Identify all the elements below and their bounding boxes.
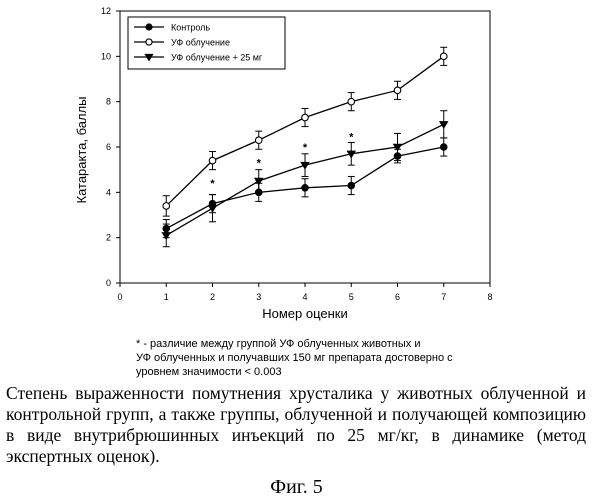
data-point-uv-25mg	[209, 205, 217, 211]
y-tick-label: 4	[106, 187, 111, 197]
legend-label-uv-25mg: УФ облучение + 25 мг	[171, 53, 263, 63]
data-point-uv	[348, 98, 355, 105]
data-point-control	[348, 182, 355, 189]
x-tick-label: 0	[117, 292, 122, 302]
x-tick-label: 3	[256, 292, 261, 302]
y-tick-label: 10	[101, 51, 111, 61]
x-tick-label: 4	[302, 292, 307, 302]
x-tick-label: 8	[487, 292, 492, 302]
data-point-uv	[440, 53, 447, 60]
significance-asterisk: *	[303, 142, 308, 154]
data-point-uv	[394, 87, 401, 94]
significance-asterisk: *	[210, 178, 215, 190]
significance-asterisk: *	[349, 132, 354, 144]
significance-asterisk: *	[257, 158, 262, 170]
plot-area: 012345678024681012****КонтрольУФ облучен…	[101, 6, 493, 302]
x-tick-label: 5	[349, 292, 354, 302]
data-point-uv	[163, 203, 170, 210]
data-point-uv	[302, 114, 309, 121]
x-tick-label: 7	[441, 292, 446, 302]
x-axis-label: Номер оценки	[262, 306, 348, 321]
y-tick-label: 12	[101, 6, 111, 16]
legend-marker-uv	[146, 39, 152, 45]
y-tick-label: 2	[106, 233, 111, 243]
line-chart: 012345678024681012****КонтрольУФ облучен…	[0, 0, 593, 330]
footnote-line: * - различие между группой УФ облученных…	[136, 337, 576, 351]
significance-footnote: * - различие между группой УФ облученных…	[136, 337, 576, 379]
y-axis-label: Катаракта, баллы	[74, 96, 89, 203]
figure-caption: Степень выраженности помутнения хрустали…	[6, 383, 586, 467]
data-point-control	[302, 185, 309, 192]
y-tick-label: 8	[106, 97, 111, 107]
legend-label-uv: УФ облучение	[171, 38, 230, 48]
data-point-uv	[255, 137, 262, 144]
figure-label: Фиг. 5	[0, 476, 593, 499]
y-tick-label: 6	[106, 142, 111, 152]
data-point-control	[440, 144, 447, 151]
legend-marker-control	[146, 24, 152, 30]
x-tick-label: 6	[395, 292, 400, 302]
footnote-line: уровнем значимости < 0.003	[136, 365, 576, 379]
data-point-uv-25mg	[440, 122, 448, 128]
y-tick-label: 0	[106, 278, 111, 288]
footnote-line: УФ облученных и получавших 150 мг препар…	[136, 351, 576, 365]
x-tick-label: 2	[210, 292, 215, 302]
data-point-uv	[209, 157, 216, 164]
x-tick-label: 1	[164, 292, 169, 302]
legend-label-control: Контроль	[171, 23, 210, 33]
